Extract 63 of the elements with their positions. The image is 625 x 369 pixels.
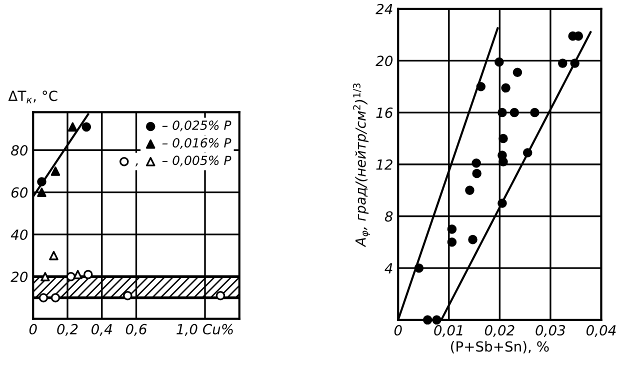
- y-axis-title: ΔT$_{к}$, °C: [8, 90, 58, 104]
- x-axis-title: (P+Sb+Sn), %: [450, 341, 549, 354]
- point: [522, 148, 532, 158]
- x-tick-label: 0: [394, 325, 402, 336]
- y-tick-label: 4: [384, 263, 392, 274]
- point: [447, 224, 457, 234]
- y-tick-label: 16: [376, 108, 393, 118]
- point: [432, 315, 442, 325]
- point: [501, 83, 510, 93]
- x-tick-label: 0,2: [57, 324, 78, 336]
- point: [422, 315, 432, 325]
- point: [512, 68, 522, 78]
- point: [73, 270, 82, 280]
- point: [447, 238, 457, 247]
- y-tick-label: 80: [11, 145, 28, 156]
- x-tick-label: 0,6: [126, 324, 147, 336]
- x-tick-label: 0,04: [586, 325, 616, 337]
- point: [50, 166, 60, 176]
- x-tick-label: 0,02: [484, 325, 514, 337]
- x-tick-label: 0,4: [92, 324, 112, 336]
- point: [468, 234, 478, 244]
- legend-label: – 0,016% P: [162, 138, 232, 149]
- point: [498, 108, 507, 118]
- x-tick-label: 0,03: [536, 325, 566, 337]
- point: [83, 270, 93, 280]
- point: [37, 177, 46, 186]
- y-tick-label: 40: [10, 229, 28, 240]
- y-tick-label: 8: [384, 211, 393, 222]
- point: [498, 134, 508, 144]
- y-tick-label: 24: [376, 4, 392, 14]
- point: [465, 186, 474, 195]
- legend-label: – 0,005% P: [162, 156, 232, 166]
- y-tick-label: 20: [376, 56, 393, 66]
- point: [494, 57, 504, 67]
- point: [472, 168, 482, 178]
- y-tick-label: 20: [10, 272, 28, 282]
- x-tick-label: 1,0 Cu%: [176, 324, 233, 336]
- point: [498, 198, 507, 208]
- x-tick-label: 0,01: [434, 325, 462, 337]
- point: [472, 158, 481, 168]
- point: [40, 272, 50, 282]
- point: [510, 108, 520, 118]
- y-tick-label: 12: [376, 159, 392, 170]
- point: [49, 250, 58, 260]
- point: [530, 108, 540, 118]
- legend-label: ,: [135, 163, 138, 166]
- y-tick-label: 60: [11, 187, 28, 198]
- point: [66, 272, 76, 282]
- point: [82, 122, 92, 132]
- point: [68, 122, 78, 132]
- y-axis-title: A$_{φ}$, град/(нейтр/см$^{2}$)$^{1/3}$: [353, 83, 370, 248]
- point: [38, 293, 48, 302]
- legend-label: – 0,025% P: [162, 120, 232, 132]
- point: [37, 188, 46, 197]
- point: [123, 290, 132, 300]
- point: [570, 58, 580, 68]
- point: [216, 290, 226, 300]
- x-tick-label: 0: [29, 324, 37, 334]
- point: [50, 293, 60, 302]
- point: [558, 58, 568, 68]
- point: [414, 263, 424, 273]
- point: [498, 157, 508, 166]
- point: [476, 82, 486, 92]
